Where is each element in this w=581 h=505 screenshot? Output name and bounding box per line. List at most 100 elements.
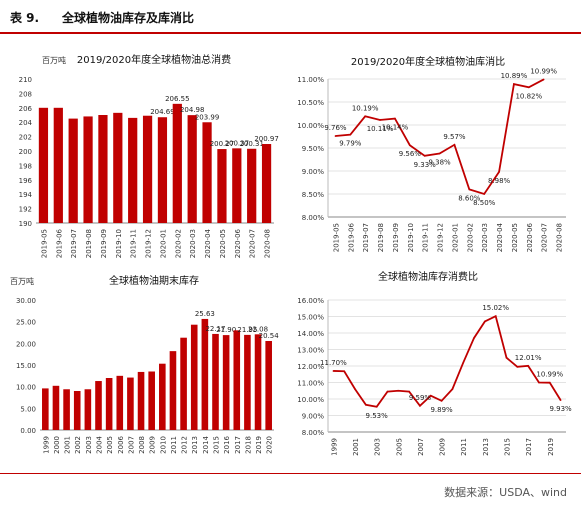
x-tick-label: 2019-09: [392, 223, 400, 252]
x-tick-label: 2019-10: [407, 223, 415, 252]
x-tick-label: 2019: [547, 438, 555, 456]
y-tick-label: 8.00%: [302, 214, 325, 222]
bar: [84, 389, 92, 430]
y-tick-label: 210: [19, 76, 32, 84]
data-label: 9.56%: [399, 150, 422, 158]
y-tick-label: 15.00: [16, 362, 36, 370]
bar: [201, 318, 209, 430]
data-label: 21.95: [237, 326, 257, 334]
x-tick-label: 2005: [395, 438, 403, 456]
data-point: [394, 117, 396, 120]
data-point: [423, 155, 426, 157]
data-point: [440, 400, 443, 402]
data-label: 10.11%: [367, 125, 394, 133]
x-tick-label: 2004: [96, 435, 104, 453]
x-tick-label: 2020-08: [264, 229, 272, 258]
bar: [42, 388, 49, 430]
data-point: [397, 389, 400, 392]
x-tick-label: 1999: [42, 436, 50, 454]
y-tick-label: 11.00%: [297, 380, 324, 388]
x-tick-label: 2007: [127, 436, 135, 454]
data-point: [528, 86, 530, 89]
x-tick-label: 2019-07: [362, 223, 370, 252]
y-tick-label: 192: [19, 206, 32, 214]
ending-stocks-bar-chart: 全球植物油期末库存 百万吨 0.00 5.00 10.00 15.00 20.00 25.00…: [10, 274, 280, 454]
x-tick-label: 2011: [170, 436, 178, 454]
data-point: [375, 405, 378, 408]
x-tick-label: 2007: [417, 438, 425, 456]
y-tick-label: 9.00%: [302, 168, 325, 176]
data-point: [468, 188, 471, 191]
y-tick-label: 13.00%: [297, 347, 324, 355]
y-tick-label: 30.00: [16, 297, 36, 305]
y-tick-label: 15.00%: [297, 314, 324, 322]
data-label: 200.27: [210, 140, 235, 148]
data-label: 9.79%: [339, 140, 362, 148]
x-tick-label: 2020-07: [541, 223, 549, 252]
x-tick-label: 2002: [74, 436, 82, 454]
x-tick-label: 2009: [149, 436, 157, 454]
data-label: 9.57%: [443, 133, 466, 141]
x-tick-label: 2018: [244, 436, 252, 454]
data-label: 9.89%: [430, 406, 453, 414]
bar: [254, 334, 262, 430]
x-tick-label: 2019-08: [377, 223, 385, 252]
data-label: 8.50%: [473, 199, 496, 207]
data-label: 8.60%: [458, 194, 481, 202]
source-note: 数据来源：USDA、wind: [444, 486, 567, 499]
x-tick-label: 2000: [53, 436, 61, 454]
x-tick-label: 2020-02: [174, 229, 182, 258]
data-label: 200.31: [239, 140, 264, 148]
y-tick-label: 5.00: [20, 405, 36, 413]
bar: [233, 330, 241, 430]
y-tick-label: 10.00%: [297, 396, 324, 404]
bar: [159, 363, 166, 430]
x-tick-label: 2019-11: [130, 229, 138, 258]
data-point: [516, 366, 519, 368]
x-tick-label: 2011: [460, 438, 468, 456]
bar: [157, 117, 168, 223]
data-point: [538, 381, 540, 384]
data-point: [483, 193, 485, 195]
bar: [187, 115, 197, 223]
data-point: [386, 390, 389, 393]
data-point: [542, 78, 545, 81]
bar: [116, 375, 124, 430]
x-tick-label: 2019-10: [115, 229, 123, 258]
data-point: [409, 144, 411, 147]
x-tick-label: 2019-11: [422, 223, 430, 252]
data-point: [354, 388, 356, 390]
data-label: 21.90: [216, 326, 236, 334]
y-tick-label: 202: [19, 134, 32, 142]
x-tick-label: 2020-07: [249, 229, 257, 258]
bar: [148, 371, 155, 430]
x-tick-label: 2015: [213, 436, 221, 454]
y-tick-label: 8.50%: [302, 191, 325, 199]
bar: [38, 107, 49, 223]
bar: [180, 337, 187, 430]
bar: [265, 340, 272, 430]
data-label: 22.17: [205, 325, 225, 333]
x-tick-label: 2009: [439, 438, 447, 456]
x-tick-label: 2019-12: [437, 223, 445, 252]
x-tick-label: 2013: [482, 438, 490, 456]
x-tick-label: 2019-05: [40, 229, 48, 258]
data-point: [364, 115, 366, 118]
data-point: [334, 135, 337, 137]
data-label: 9.76%: [324, 124, 347, 132]
x-tick-label: 2019-05: [332, 223, 340, 252]
y-tick-label: 16.00%: [297, 297, 324, 305]
y-tick-label: 20.00: [16, 340, 36, 348]
bar: [137, 371, 145, 430]
bar: [73, 391, 81, 430]
data-point: [453, 143, 456, 146]
data-label: 20.54: [259, 332, 280, 340]
data-label: 12.01%: [515, 354, 542, 362]
x-tick-label: 2006: [117, 435, 125, 453]
x-tick-label: 2019-06: [347, 222, 355, 252]
chart-title: 2019/2020年度全球植物油总消费: [77, 53, 231, 66]
y-tick-label: 25.00: [16, 319, 36, 327]
bar: [217, 149, 227, 223]
figure-label: 表 9.: [10, 11, 40, 25]
x-tick-label: 2019-08: [85, 229, 93, 258]
